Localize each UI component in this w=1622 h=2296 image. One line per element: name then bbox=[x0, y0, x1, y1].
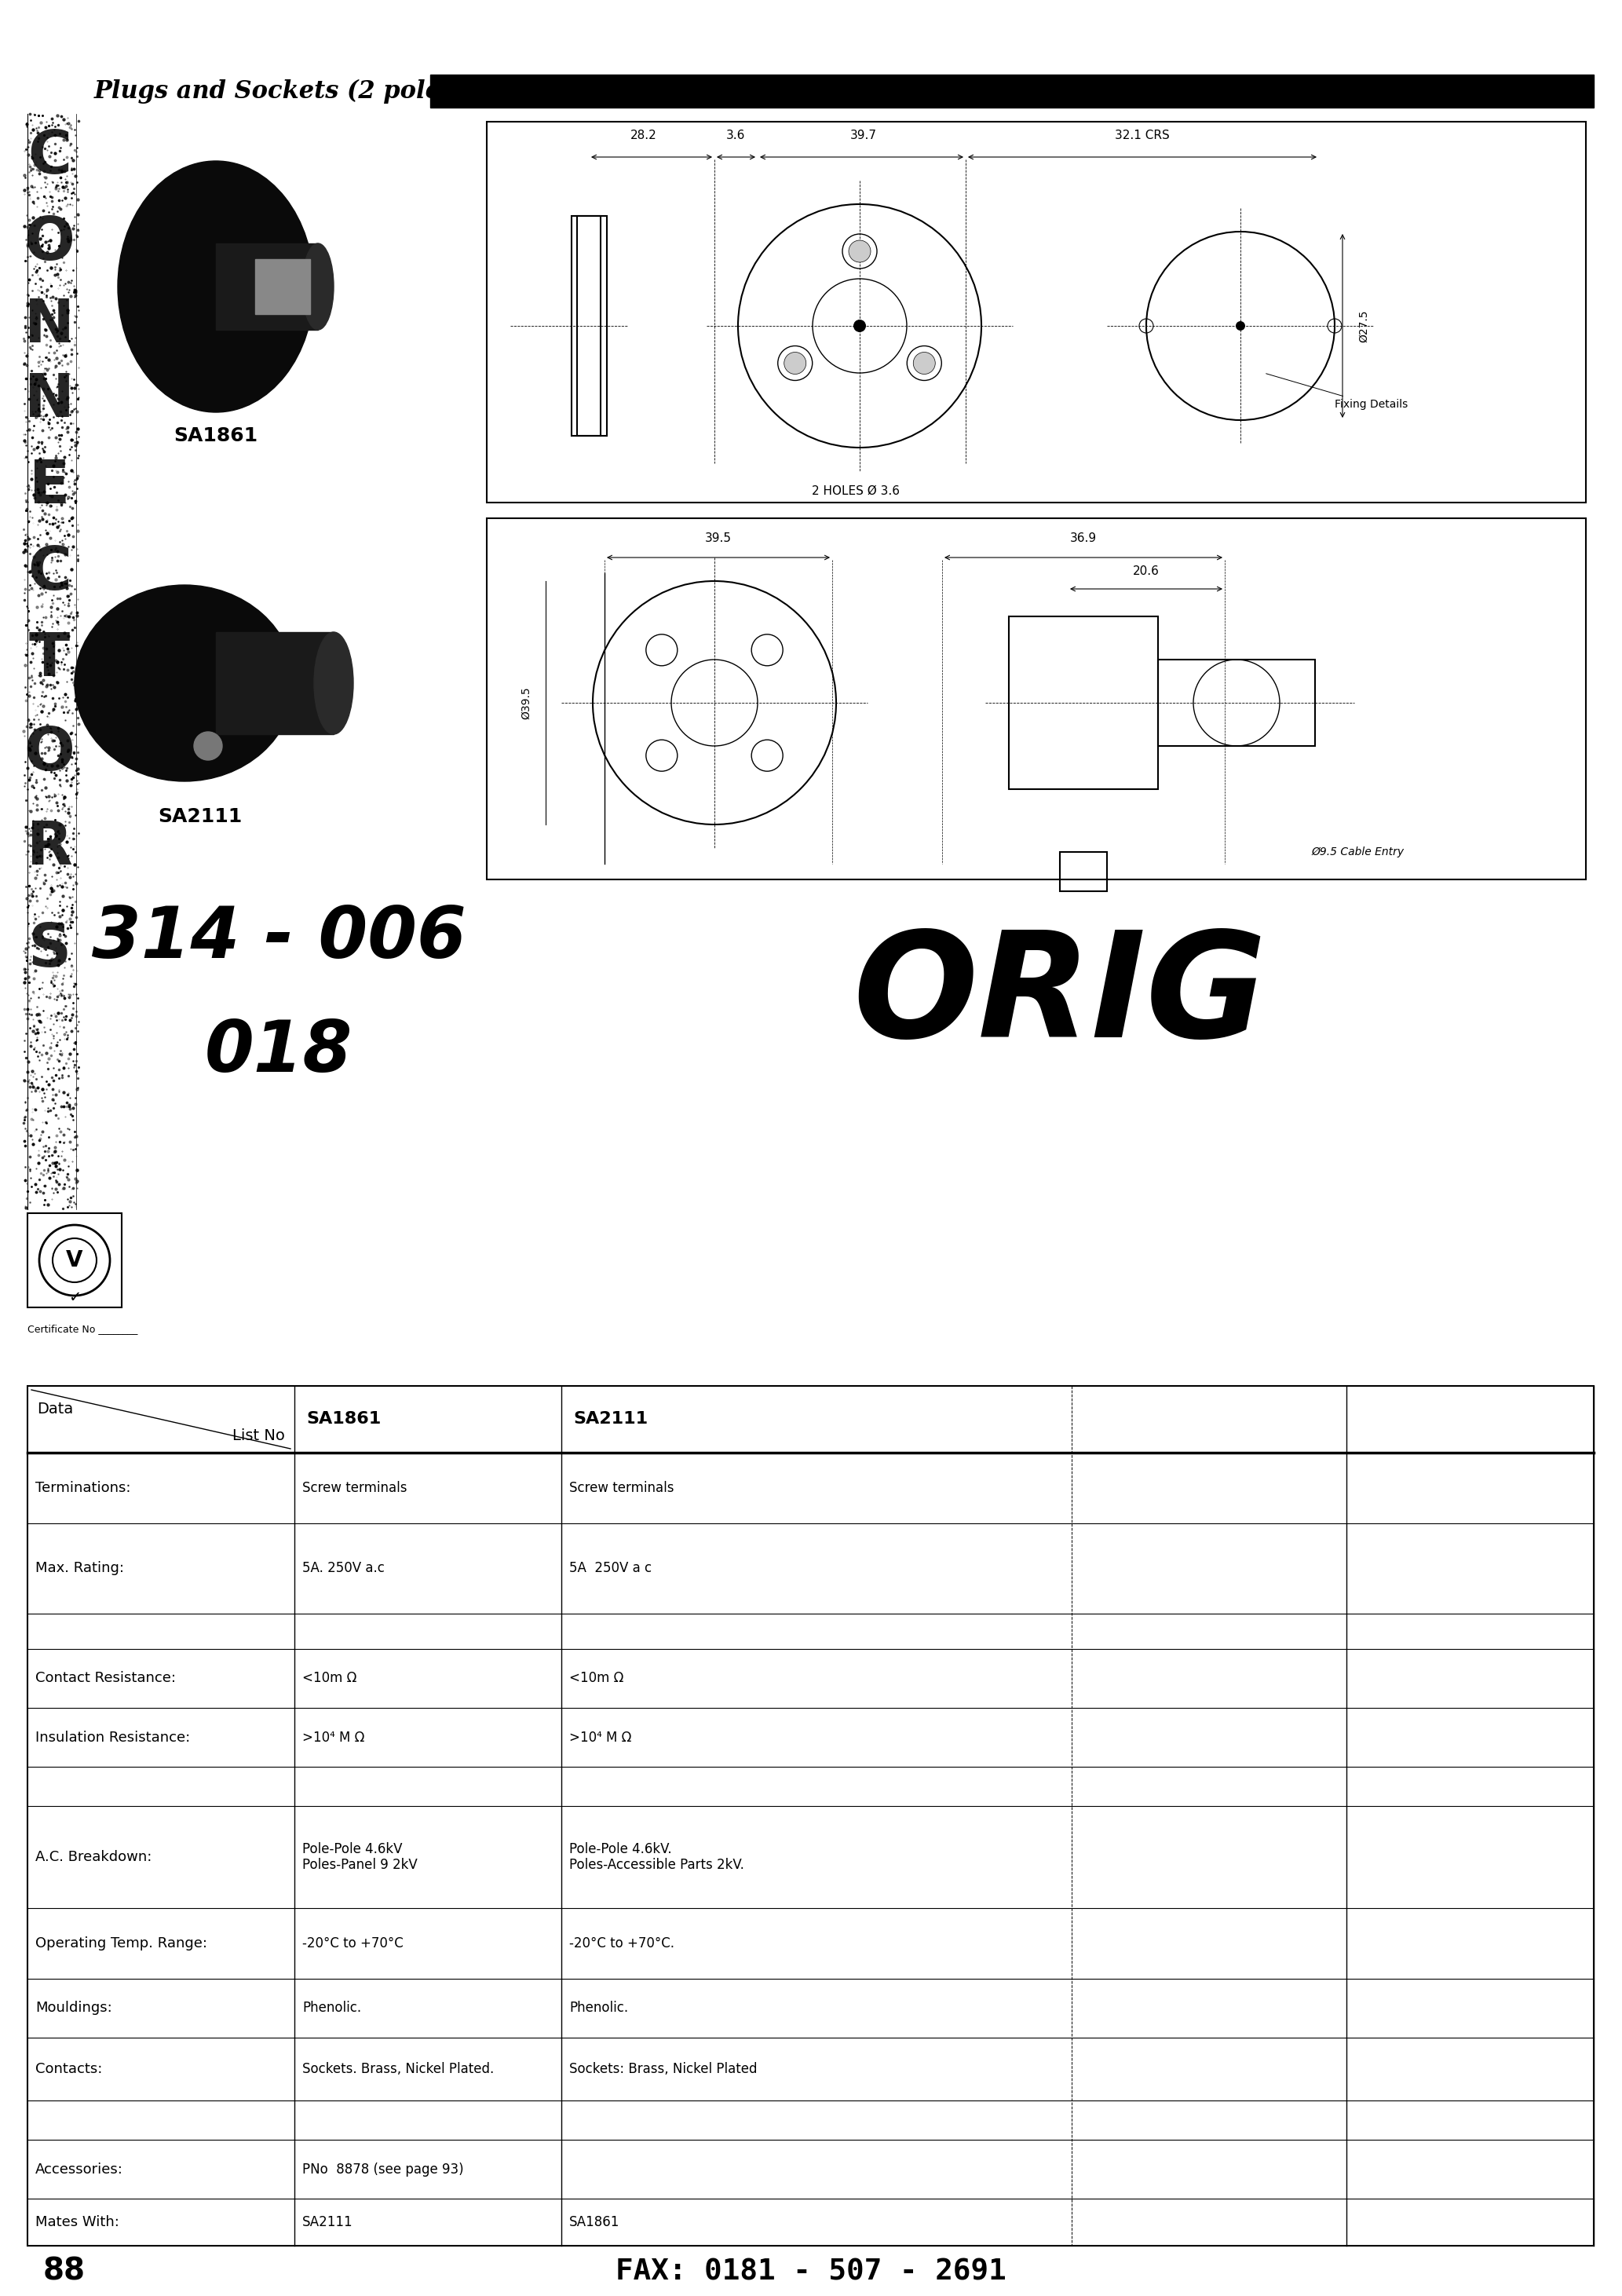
Text: 32.1 CRS: 32.1 CRS bbox=[1114, 129, 1169, 142]
Text: 36.9: 36.9 bbox=[1071, 533, 1096, 544]
Text: FAX: 0181 - 507 - 2691: FAX: 0181 - 507 - 2691 bbox=[616, 2257, 1006, 2287]
Text: Ø9.5 Cable Entry: Ø9.5 Cable Entry bbox=[1312, 847, 1405, 856]
Text: >10⁴ M Ω: >10⁴ M Ω bbox=[302, 1731, 365, 1745]
Text: O: O bbox=[24, 214, 75, 273]
Text: Phenolic.: Phenolic. bbox=[302, 2002, 362, 2016]
Bar bbox=[28, 1387, 1594, 2245]
Text: 018: 018 bbox=[204, 1017, 352, 1086]
Bar bbox=[1158, 659, 1315, 746]
Circle shape bbox=[913, 351, 936, 374]
Text: 20.6: 20.6 bbox=[1132, 565, 1160, 576]
Text: -20°C to +70°C.: -20°C to +70°C. bbox=[569, 1936, 675, 1952]
Text: Ø39.5: Ø39.5 bbox=[521, 687, 532, 719]
Bar bbox=[571, 216, 607, 436]
Text: <10m Ω: <10m Ω bbox=[302, 1671, 357, 1685]
Text: Certificate No ________: Certificate No ________ bbox=[28, 1325, 138, 1334]
Text: 39.7: 39.7 bbox=[850, 129, 878, 142]
Text: Plugs and Sockets (2 pole + E): Plugs and Sockets (2 pole + E) bbox=[94, 78, 508, 103]
Text: SA1861: SA1861 bbox=[569, 2216, 620, 2229]
Text: PNo  8878 (see page 93): PNo 8878 (see page 93) bbox=[302, 2163, 464, 2177]
Bar bbox=[1009, 615, 1158, 790]
Ellipse shape bbox=[315, 631, 354, 735]
Text: Insulation Resistance:: Insulation Resistance: bbox=[36, 1731, 190, 1745]
Text: 2 HOLES Ø 3.6: 2 HOLES Ø 3.6 bbox=[811, 484, 900, 496]
Text: Fixing Details: Fixing Details bbox=[1267, 374, 1408, 411]
Text: R: R bbox=[26, 820, 73, 877]
Text: Terminations:: Terminations: bbox=[36, 1481, 131, 1495]
Ellipse shape bbox=[118, 161, 315, 413]
Text: Max. Rating:: Max. Rating: bbox=[36, 1561, 123, 1575]
Text: Accessories:: Accessories: bbox=[36, 2163, 123, 2177]
Text: -20°C to +70°C: -20°C to +70°C bbox=[302, 1936, 404, 1952]
Text: SA1861: SA1861 bbox=[307, 1412, 381, 1426]
Text: 3.6: 3.6 bbox=[727, 129, 744, 142]
Text: SA1861: SA1861 bbox=[174, 427, 258, 445]
Circle shape bbox=[1236, 321, 1246, 331]
Text: Screw terminals: Screw terminals bbox=[302, 1481, 407, 1495]
Text: 5A  250V a c: 5A 250V a c bbox=[569, 1561, 652, 1575]
Text: Operating Temp. Range:: Operating Temp. Range: bbox=[36, 1936, 208, 1952]
Text: >10⁴ M Ω: >10⁴ M Ω bbox=[569, 1731, 631, 1745]
Text: Pole-Pole 4.6kV
Poles-Panel 9 2kV: Pole-Pole 4.6kV Poles-Panel 9 2kV bbox=[302, 1841, 417, 1871]
Text: N: N bbox=[24, 296, 75, 356]
Text: ✓: ✓ bbox=[68, 1290, 81, 1306]
Text: O: O bbox=[24, 726, 75, 783]
Text: Pole-Pole 4.6kV.
Poles-Accessible Parts 2kV.: Pole-Pole 4.6kV. Poles-Accessible Parts … bbox=[569, 1841, 744, 1871]
Bar bbox=[1059, 852, 1106, 891]
Text: S: S bbox=[28, 921, 71, 978]
Text: SA2111: SA2111 bbox=[573, 1412, 647, 1426]
Text: C: C bbox=[28, 129, 71, 186]
Bar bbox=[28, 1212, 122, 1306]
Text: Mouldings:: Mouldings: bbox=[36, 2002, 112, 2016]
Bar bbox=[577, 216, 600, 436]
Text: Phenolic.: Phenolic. bbox=[569, 2002, 628, 2016]
Text: Sockets. Brass, Nickel Plated.: Sockets. Brass, Nickel Plated. bbox=[302, 2062, 495, 2076]
Text: 88: 88 bbox=[44, 2257, 86, 2287]
Bar bbox=[216, 243, 318, 331]
Text: N: N bbox=[24, 372, 75, 429]
Text: V: V bbox=[67, 1249, 83, 1272]
Text: 314 - 006: 314 - 006 bbox=[91, 905, 466, 974]
Ellipse shape bbox=[75, 585, 295, 781]
Bar bbox=[255, 259, 310, 315]
Circle shape bbox=[783, 351, 806, 374]
Text: 28.2: 28.2 bbox=[631, 129, 657, 142]
Text: T: T bbox=[29, 631, 70, 689]
Circle shape bbox=[195, 732, 222, 760]
Text: Contact Resistance:: Contact Resistance: bbox=[36, 1671, 175, 1685]
Text: ORIG: ORIG bbox=[853, 925, 1267, 1068]
Ellipse shape bbox=[302, 243, 334, 331]
Circle shape bbox=[848, 241, 871, 262]
Text: Mates With:: Mates With: bbox=[36, 2216, 120, 2229]
Text: 39.5: 39.5 bbox=[706, 533, 732, 544]
Bar bbox=[487, 122, 1586, 503]
Bar bbox=[487, 519, 1586, 879]
Text: E: E bbox=[29, 457, 70, 517]
Text: <10m Ω: <10m Ω bbox=[569, 1671, 623, 1685]
Text: Sockets: Brass, Nickel Plated: Sockets: Brass, Nickel Plated bbox=[569, 2062, 757, 2076]
Text: SA2111: SA2111 bbox=[302, 2216, 354, 2229]
Text: Data: Data bbox=[37, 1403, 73, 1417]
Text: A.C. Breakdown:: A.C. Breakdown: bbox=[36, 1851, 152, 1864]
Text: List No: List No bbox=[232, 1428, 285, 1442]
Text: Contacts:: Contacts: bbox=[36, 2062, 102, 2076]
Text: SA2111: SA2111 bbox=[157, 808, 242, 827]
Text: Screw terminals: Screw terminals bbox=[569, 1481, 675, 1495]
Text: C: C bbox=[28, 544, 71, 602]
Circle shape bbox=[853, 319, 866, 333]
Text: Ø27.5: Ø27.5 bbox=[1358, 310, 1369, 342]
Bar bbox=[216, 631, 334, 735]
Bar bbox=[430, 73, 1594, 108]
Text: 5A. 250V a.c: 5A. 250V a.c bbox=[302, 1561, 384, 1575]
